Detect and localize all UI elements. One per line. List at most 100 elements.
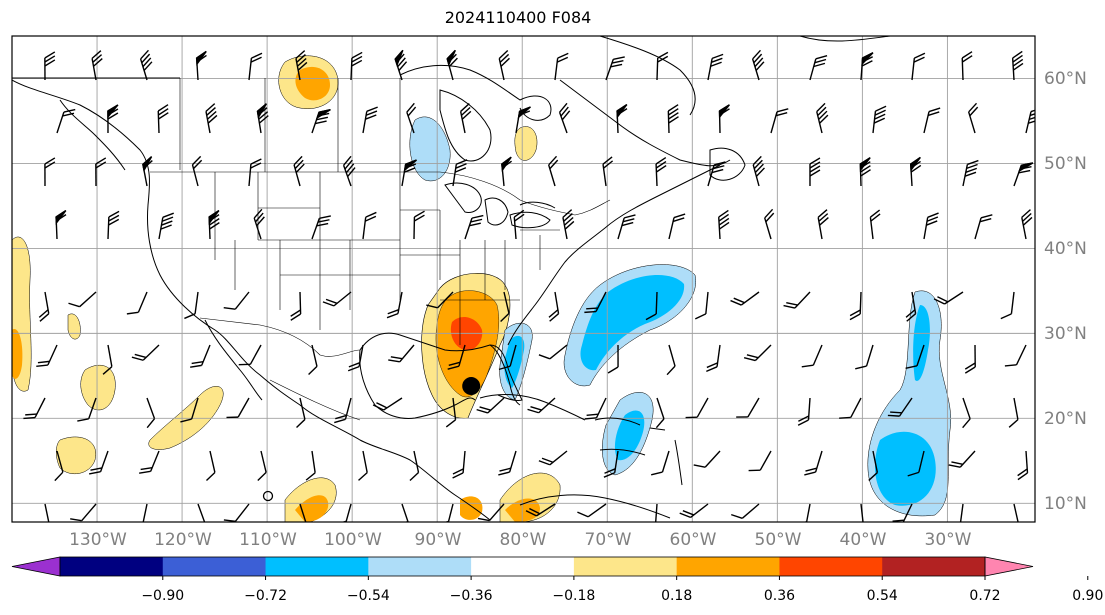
wind-barb bbox=[158, 212, 174, 240]
wind-barb bbox=[548, 155, 559, 187]
wind-barb bbox=[257, 450, 267, 482]
wind-barb bbox=[70, 503, 97, 522]
wind-barb bbox=[743, 344, 772, 362]
wind-barb bbox=[801, 344, 823, 368]
lat-label-20n: 20°N bbox=[1044, 409, 1087, 429]
wind-barb bbox=[322, 291, 352, 307]
storm-center-marker bbox=[462, 377, 481, 396]
wind-barb bbox=[36, 344, 58, 368]
wind-barb bbox=[869, 209, 881, 240]
wind-barb bbox=[905, 291, 917, 322]
wind-barb bbox=[452, 159, 468, 187]
wind-barb bbox=[584, 397, 607, 420]
wind-barb bbox=[1017, 450, 1029, 481]
wind-barb bbox=[445, 397, 457, 428]
wind-barb bbox=[562, 209, 575, 240]
wind-barb bbox=[538, 450, 568, 466]
wind-barb bbox=[362, 211, 377, 240]
wind-barb bbox=[208, 210, 220, 240]
colorbar-tick-label: −0.36 bbox=[450, 588, 493, 604]
wind-barb bbox=[1013, 162, 1034, 187]
latitude-labels: 60°N 50°N 40°N 30°N 20°N 10°N bbox=[1044, 69, 1087, 514]
wind-barb bbox=[311, 215, 331, 240]
wind-barb bbox=[464, 214, 484, 240]
wind-barb bbox=[55, 210, 67, 240]
wind-barb bbox=[577, 503, 607, 518]
wind-barb bbox=[476, 397, 505, 414]
wind-barb bbox=[651, 450, 670, 476]
colorbar-tick-label: −0.54 bbox=[347, 588, 390, 604]
wind-barb bbox=[923, 107, 941, 134]
wind-barb bbox=[44, 157, 56, 187]
cool-region-florida-core bbox=[504, 335, 525, 388]
wind-barb bbox=[180, 397, 199, 423]
wind-barb bbox=[607, 344, 619, 374]
wind-barb bbox=[548, 291, 560, 322]
cool-region-caribbean-core bbox=[614, 410, 645, 461]
colorbar-segment bbox=[573, 557, 678, 576]
wind-barb bbox=[538, 344, 568, 360]
wind-barb bbox=[459, 103, 472, 134]
wind-barb bbox=[654, 503, 658, 522]
wind-barb bbox=[157, 104, 169, 134]
wind-barb bbox=[501, 156, 513, 187]
wind-barb bbox=[666, 344, 676, 376]
lon-label-100w: 100°W bbox=[324, 530, 382, 550]
coastlines bbox=[12, 36, 891, 521]
wind-barb bbox=[447, 344, 466, 370]
wind-barb bbox=[256, 103, 269, 134]
warm-region-canada-core bbox=[295, 66, 330, 101]
wind-barb bbox=[872, 105, 887, 134]
map-frame bbox=[11, 35, 1036, 523]
wind-barb bbox=[426, 291, 454, 309]
wind-barb bbox=[809, 54, 828, 81]
wind-barb bbox=[907, 450, 925, 477]
lat-label-30n: 30°N bbox=[1044, 324, 1087, 344]
lon-label-110w: 110°W bbox=[239, 530, 297, 550]
wind-barb bbox=[347, 344, 364, 372]
wind-barb bbox=[667, 104, 679, 134]
lon-label-130w: 130°W bbox=[69, 530, 127, 550]
wind-barb bbox=[95, 157, 107, 187]
wind-barb bbox=[77, 397, 97, 422]
wind-barb bbox=[223, 503, 250, 522]
wind-barb bbox=[409, 450, 420, 481]
wind-barb bbox=[655, 157, 667, 187]
wind-barb bbox=[718, 104, 730, 134]
wind-barb bbox=[527, 397, 556, 414]
wind-barb bbox=[205, 103, 218, 134]
lon-label-120w: 120°W bbox=[154, 530, 212, 550]
lon-label-30w: 30°W bbox=[925, 530, 972, 550]
wind-barb bbox=[498, 49, 510, 81]
wind-barb bbox=[350, 51, 363, 81]
wind-barb bbox=[605, 56, 625, 81]
colorbar-segment bbox=[265, 557, 369, 576]
wind-barb bbox=[707, 53, 724, 81]
wind-barb bbox=[751, 49, 765, 81]
wind-barb bbox=[295, 50, 308, 81]
wind-barb bbox=[293, 155, 305, 187]
lat-label-40n: 40°N bbox=[1044, 239, 1087, 259]
lat-label-60n: 60°N bbox=[1044, 69, 1087, 89]
wind-barb bbox=[1000, 291, 1015, 320]
wind-barb bbox=[358, 450, 368, 481]
wind-barb bbox=[764, 208, 775, 240]
wind-barb bbox=[694, 291, 709, 320]
wind-barb bbox=[139, 450, 160, 474]
wind-barb bbox=[1021, 209, 1033, 240]
wind-barb bbox=[974, 214, 993, 240]
colorbar-tick-label: 0.54 bbox=[867, 588, 898, 604]
wind-barb bbox=[56, 108, 76, 134]
warm-region-pacific-w-core bbox=[12, 329, 23, 379]
station-ring bbox=[262, 490, 274, 502]
wind-barb bbox=[23, 397, 46, 420]
warm-region-pacific-1 bbox=[80, 365, 116, 411]
wind-barb bbox=[603, 450, 619, 478]
wind-barb bbox=[949, 503, 964, 522]
wind-barb bbox=[38, 291, 50, 322]
wind-barb bbox=[248, 158, 262, 187]
wind-barb bbox=[54, 450, 64, 482]
wind-barb bbox=[707, 161, 726, 187]
wind-barb bbox=[679, 503, 709, 519]
wind-barb bbox=[238, 344, 262, 366]
